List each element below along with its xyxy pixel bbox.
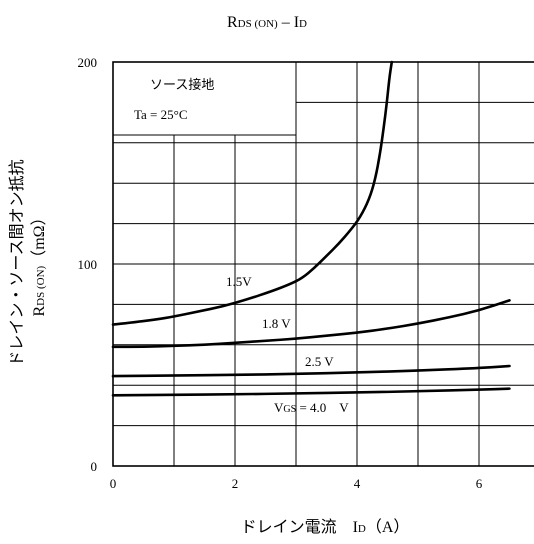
y-tick-label: 100 bbox=[78, 257, 98, 272]
y-tick-label: 0 bbox=[91, 459, 98, 474]
curves bbox=[111, 60, 511, 397]
curve-label-2-5v: 2.5 V bbox=[305, 354, 334, 369]
y-axis-label: ドレイン・ソース間オン抵抗 bbox=[8, 159, 26, 366]
legend-line-2: Ta = 25°C bbox=[134, 107, 188, 122]
legend-line-1: ソース接地 bbox=[150, 77, 214, 92]
x-tick-label: 4 bbox=[354, 476, 361, 491]
curve-label-4-0v: VGS = 4.0 V bbox=[274, 400, 349, 415]
x-tick-label: 0 bbox=[110, 476, 117, 491]
series-line-2 bbox=[111, 299, 511, 349]
y-tick-labels: 0 100 200 bbox=[78, 55, 98, 474]
chart-title: RDS (ON) – ID bbox=[227, 14, 307, 31]
grid bbox=[113, 62, 534, 466]
series-line-1 bbox=[111, 60, 394, 326]
plot-frame bbox=[112, 61, 534, 467]
curve-label-1-5v: 1.5V bbox=[226, 274, 252, 289]
y-tick-label: 200 bbox=[78, 55, 98, 70]
x-tick-label: 6 bbox=[476, 476, 483, 491]
legend-box: ソース接地 Ta = 25°C bbox=[112, 61, 297, 136]
x-tick-label: 2 bbox=[232, 476, 239, 491]
curve-label-1-8v: 1.8 V bbox=[262, 316, 291, 331]
y-axis-label-line-2: RDS (ON)（mΩ） bbox=[30, 209, 48, 316]
x-tick-labels: 0 2 4 6 bbox=[110, 476, 483, 491]
series-line-3 bbox=[111, 364, 511, 378]
series-line-4 bbox=[111, 387, 511, 397]
x-axis-label: ドレイン電流 ID（A） bbox=[241, 518, 410, 536]
